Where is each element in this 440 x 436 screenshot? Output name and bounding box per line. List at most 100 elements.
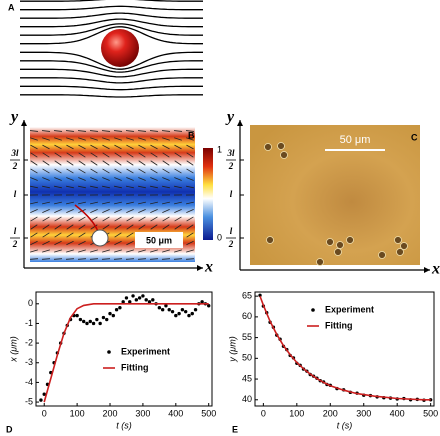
director (54, 152, 62, 158)
director (174, 144, 182, 150)
director (126, 240, 134, 246)
director (30, 216, 38, 222)
director (42, 185, 50, 189)
fit-line (259, 295, 431, 401)
panel-label: B (188, 130, 195, 140)
director (162, 168, 170, 174)
y-axis-label: y (9, 109, 19, 126)
director (66, 216, 74, 222)
bead (346, 236, 354, 244)
bead (264, 143, 272, 151)
director (90, 137, 98, 141)
y-tick-label: -1 (25, 318, 33, 328)
director (54, 209, 62, 213)
streamline (20, 68, 203, 78)
director (65, 258, 75, 260)
director (150, 137, 158, 141)
data-point (200, 300, 204, 304)
bead (394, 236, 402, 244)
y-tick-label: 2 (12, 161, 18, 171)
director (186, 144, 194, 150)
director (138, 152, 146, 158)
director (30, 168, 38, 174)
director (126, 216, 134, 222)
streamline (20, 23, 203, 36)
data-point (114, 307, 119, 312)
director (30, 249, 38, 253)
y-tick-label: -3 (25, 357, 33, 367)
fit-line (43, 303, 209, 403)
x-tick-label: 200 (103, 408, 118, 418)
director (66, 168, 74, 174)
bead (334, 248, 342, 256)
y-tick-label: 0 (28, 298, 33, 308)
director (162, 152, 170, 158)
director (138, 185, 146, 189)
y-tick-label: l (14, 226, 17, 236)
data-point (124, 296, 129, 300)
director (138, 216, 146, 222)
director (42, 152, 50, 158)
x-tick-label: 0 (261, 408, 266, 418)
director (150, 216, 158, 222)
streamline (20, 12, 203, 19)
director (101, 258, 111, 260)
y-tick-label: -2 (25, 337, 33, 347)
director (162, 201, 170, 205)
x-tick-label: 500 (423, 408, 438, 418)
director (54, 160, 62, 166)
director (126, 144, 134, 150)
director (102, 209, 110, 213)
panel-label: D (6, 424, 13, 434)
scale-label: 50 μm (340, 134, 371, 146)
data-point (131, 294, 135, 298)
director (186, 137, 194, 141)
arrow-head (237, 120, 243, 126)
data-point (78, 317, 83, 322)
director (42, 160, 50, 166)
director (66, 185, 74, 189)
director (90, 177, 98, 181)
director (78, 232, 86, 238)
data-point (39, 398, 43, 402)
director (90, 168, 98, 174)
data-point (108, 311, 112, 316)
colorbar (203, 148, 213, 240)
director (126, 152, 134, 158)
bead (400, 242, 408, 250)
director (162, 160, 170, 166)
director (114, 160, 122, 166)
director (113, 258, 123, 260)
director (90, 209, 98, 213)
director (174, 249, 182, 253)
director (30, 185, 38, 189)
y-tick-label: 3l (226, 148, 235, 158)
director (138, 249, 146, 253)
director (161, 258, 171, 260)
data-point (95, 317, 99, 322)
arrow-head (424, 267, 430, 273)
legend-swatch (107, 350, 111, 354)
y-tick-label: 2 (228, 161, 234, 171)
director (78, 224, 86, 230)
director (66, 240, 74, 246)
y-tick-label: 2 (12, 239, 18, 249)
director (125, 258, 135, 260)
director (150, 209, 158, 213)
x-tick-label: 400 (390, 408, 405, 418)
panel-label: C (411, 132, 418, 142)
director (102, 201, 110, 205)
director (42, 177, 50, 181)
director-marks (29, 130, 195, 260)
director (30, 232, 38, 238)
director (78, 240, 86, 246)
sphere (101, 29, 139, 67)
streamline (20, 18, 203, 28)
scale-box (135, 232, 183, 248)
particles (264, 142, 408, 266)
director (54, 232, 62, 238)
director (150, 152, 158, 158)
director (77, 258, 87, 260)
director (66, 209, 74, 213)
director (186, 168, 194, 174)
